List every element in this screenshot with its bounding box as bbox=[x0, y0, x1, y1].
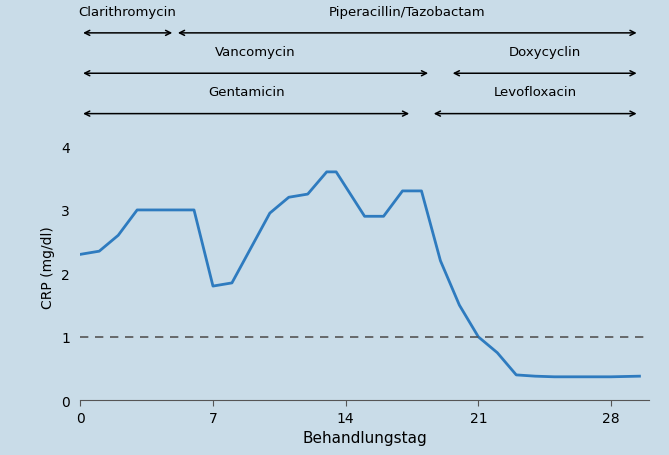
Text: Doxycyclin: Doxycyclin bbox=[508, 46, 581, 59]
Text: Piperacillin/Tazobactam: Piperacillin/Tazobactam bbox=[329, 5, 486, 19]
Text: Gentamicin: Gentamicin bbox=[208, 86, 284, 99]
Text: Clarithromycin: Clarithromycin bbox=[79, 5, 177, 19]
Text: Levofloxacin: Levofloxacin bbox=[494, 86, 577, 99]
Text: Vancomycin: Vancomycin bbox=[215, 46, 296, 59]
Y-axis label: CRP (mg/dl): CRP (mg/dl) bbox=[41, 226, 56, 309]
X-axis label: Behandlungstag: Behandlungstag bbox=[302, 430, 427, 445]
